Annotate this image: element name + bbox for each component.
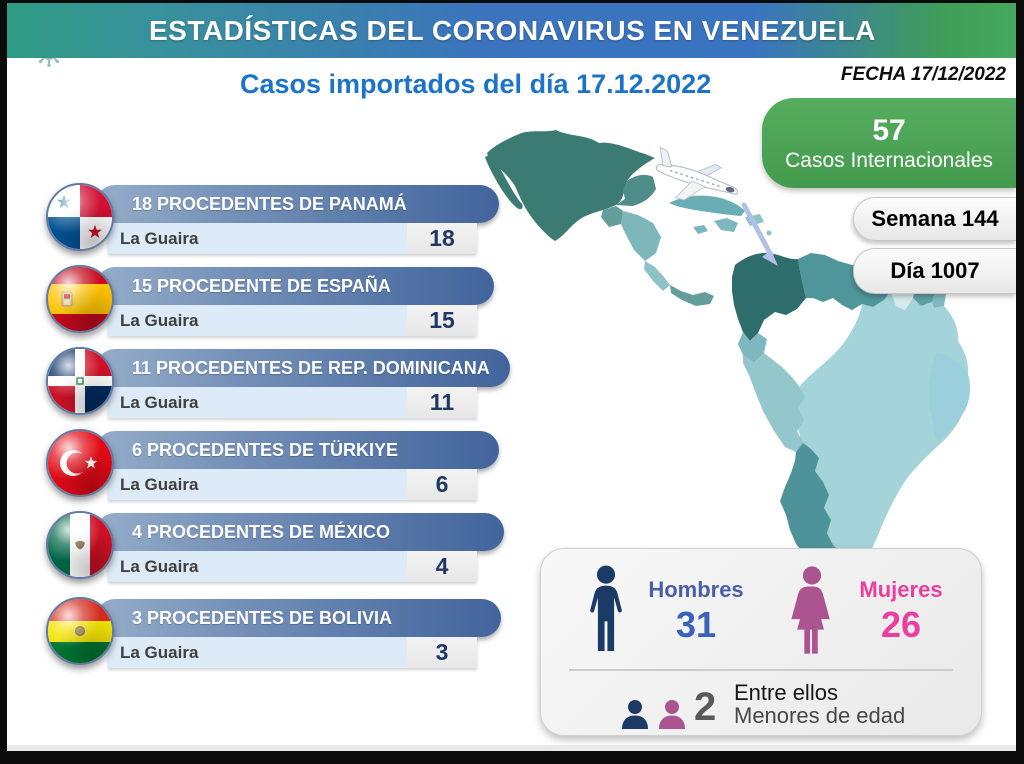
mexico-flag-icon <box>46 511 114 579</box>
country-row-detail: La Guaira 15 <box>108 305 477 336</box>
international-cases-label: Casos Internacionales <box>785 149 993 172</box>
international-cases-value: 57 <box>872 114 906 147</box>
panama-region <box>670 285 714 306</box>
spain-flag-icon <box>46 265 114 333</box>
women-value: 26 <box>880 604 922 645</box>
origin-label: La Guaira <box>120 310 199 330</box>
bolivia-flag-icon <box>46 597 114 665</box>
costa-rica-region <box>644 261 670 291</box>
guatemala-region <box>601 206 623 227</box>
brazil-region <box>792 291 970 603</box>
country-row-turkiye: 6 PROCEDENTES DE TÜRKIYE La Guaira 6 <box>46 429 526 501</box>
flag-gloss <box>48 267 112 331</box>
airplane-icon <box>655 146 739 201</box>
origin-label: La Guaira <box>120 474 199 494</box>
man-pictogram-icon <box>590 565 622 651</box>
header-band: ESTADÍSTICAS DEL CORONAVIRUS EN VENEZUEL… <box>7 3 1016 58</box>
country-row-detail: La Guaira 18 <box>108 223 477 254</box>
country-row-title: 4 PROCEDENTES DE MÉXICO <box>132 521 391 542</box>
men-value: 31 <box>675 604 717 645</box>
country-row-panama: 18 PROCEDENTES DE PANAMÁ La Guaira 18 <box>46 183 526 255</box>
origin-label: La Guaira <box>120 392 199 412</box>
country-row-bar: 6 PROCEDENTES DE TÜRKIYE <box>96 431 499 469</box>
hispaniola-region <box>714 218 738 232</box>
origin-label: La Guaira <box>120 228 199 248</box>
country-row-detail: La Guaira 11 <box>108 387 477 418</box>
antilles-island <box>766 230 772 236</box>
men-label: Hombres <box>648 577 744 602</box>
page-title: ESTADÍSTICAS DEL CORONAVIRUS EN VENEZUEL… <box>149 14 876 46</box>
day-badge: Día 1007 <box>853 248 1016 294</box>
flag-gloss <box>48 513 112 577</box>
mexico-region <box>487 130 655 241</box>
country-row-mexico: 4 PROCEDENTES DE MÉXICO La Guaira 4 <box>46 511 526 583</box>
country-row-title: 18 PROCEDENTES DE PANAMÁ <box>132 193 407 214</box>
origin-label: La Guaira <box>120 556 199 576</box>
woman-pictogram-icon <box>791 566 830 654</box>
colombia-region <box>732 252 806 341</box>
honduras-nicaragua-region <box>621 211 661 261</box>
minors-text: Entre ellos Menores de edad <box>734 681 905 727</box>
country-row-bar: 15 PROCEDENTE DE ESPAÑA <box>96 267 494 305</box>
flag-gloss <box>48 349 112 413</box>
route-arrow-icon <box>741 202 778 266</box>
case-count: 11 <box>407 387 477 418</box>
flag-gloss <box>48 431 112 495</box>
minors-line2: Menores de edad <box>734 703 906 728</box>
minors-line1: Entre ellos <box>734 680 838 705</box>
country-row-spain: 15 PROCEDENTE DE ESPAÑA La Guaira 15 <box>46 265 526 337</box>
women-label: Mujeres <box>859 577 943 602</box>
girl-icon <box>659 700 685 729</box>
flag-gloss <box>48 185 112 249</box>
flag-gloss <box>48 599 112 663</box>
latin-america-map <box>7 3 1016 603</box>
case-count: 15 <box>407 305 477 336</box>
country-row-title: 11 PROCEDENTES DE REP. DOMINICANA <box>132 357 490 378</box>
fecha-label: FECHA 17/12/2022 <box>840 64 1006 85</box>
panel-divider <box>569 669 953 671</box>
bolivia-region <box>780 443 833 561</box>
boy-icon <box>622 700 648 729</box>
dominican-republic-flag-icon <box>46 347 114 415</box>
turkiye-flag-icon <box>46 429 114 497</box>
yucatan-region <box>616 174 656 206</box>
infographic-canvas: ESTADÍSTICAS DEL CORONAVIRUS EN VENEZUEL… <box>7 3 1016 751</box>
origin-label: La Guaira <box>120 642 199 662</box>
week-badge: Semana 144 <box>853 197 1016 241</box>
country-row-title: 6 PROCEDENTES DE TÜRKIYE <box>132 439 399 460</box>
children-icons <box>621 699 686 730</box>
country-row-detail: La Guaira 3 <box>108 637 477 668</box>
country-row-bar: 4 PROCEDENTES DE MÉXICO <box>96 513 504 551</box>
country-row-title: 3 PROCEDENTES DE BOLIVIA <box>132 607 393 628</box>
country-row-bar: 11 PROCEDENTES DE REP. DOMINICANA <box>96 349 510 387</box>
country-row-detail: La Guaira 4 <box>108 551 477 582</box>
case-count: 6 <box>407 469 477 500</box>
country-row-bar: 3 PROCEDENTES DE BOLIVIA <box>96 599 501 637</box>
country-row-title: 15 PROCEDENTE DE ESPAÑA <box>132 275 391 296</box>
international-cases-badge: 57 Casos Internacionales <box>762 98 1016 188</box>
subtitle: Casos importados del día 17.12.2022 <box>240 69 712 99</box>
country-row-dominican-republic: 11 PROCEDENTES DE REP. DOMINICANA La Gua… <box>46 347 526 419</box>
ecuador-region <box>738 332 767 363</box>
country-row-bar: 18 PROCEDENTES DE PANAMÁ <box>96 185 499 223</box>
jamaica-region <box>693 225 708 234</box>
country-row-bolivia: 3 PROCEDENTES DE BOLIVIA La Guaira 3 <box>46 597 526 669</box>
gender-panel: Hombres 31 Mujeres 26 2 Entre ellos Meno… <box>540 548 982 736</box>
baja-california-region <box>485 155 523 210</box>
guiana-region <box>932 290 946 308</box>
cuba-region <box>669 195 745 216</box>
country-row-detail: La Guaira 6 <box>108 469 477 500</box>
panama-flag-icon <box>46 183 114 251</box>
case-count: 3 <box>407 637 477 668</box>
case-count: 18 <box>407 223 477 254</box>
minors-value: 2 <box>694 685 717 729</box>
peru-region <box>743 353 805 452</box>
brazil-northeast-region <box>929 353 970 441</box>
case-count: 4 <box>407 551 477 582</box>
